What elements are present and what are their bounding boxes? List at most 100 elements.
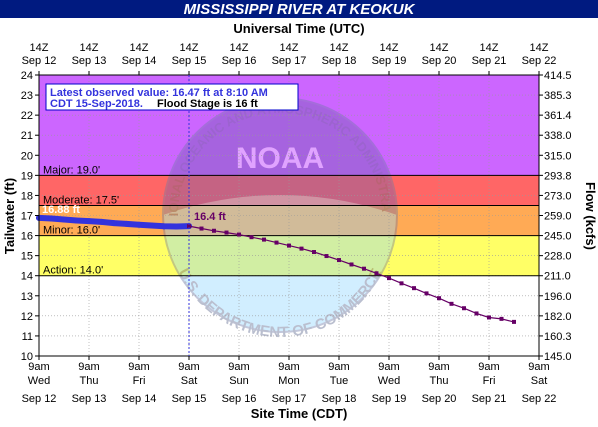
observed-point: [98, 218, 105, 225]
x-top-tick-label-time: 14Z: [530, 42, 549, 54]
x-tick-label-time: 9am: [478, 361, 499, 373]
y-right-tick-label: 414.5: [544, 70, 572, 82]
observed-point: [61, 216, 67, 223]
x-top-tick-label-date: Sep 17: [272, 55, 307, 67]
x-tick-label-date: Sep 12: [22, 393, 57, 405]
x-top-tick-label-time: 14Z: [280, 42, 299, 54]
x-tick-label-date: Sep 17: [272, 393, 307, 405]
x-tick-label-day: Mon: [278, 375, 299, 387]
y-right-tick-label: 160.3: [544, 331, 572, 343]
y-tick-label: 23: [21, 90, 33, 102]
x-top-tick-label-date: Sep 22: [522, 55, 557, 67]
observed-point: [173, 223, 180, 230]
y-right-tick-label: 273.0: [544, 190, 572, 202]
x-tick-label-date: Sep 20: [422, 393, 457, 405]
x-top-tick-label-date: Sep 14: [122, 55, 157, 67]
x-tick-label-day: Sun: [229, 375, 249, 387]
x-tick-label-day: Sat: [531, 375, 548, 387]
watermark-globe-lower: [163, 98, 397, 332]
flood-level-lines: Major: 19.0' Moderate: 17.5' Minor: 16.0' A…: [39, 164, 539, 277]
x-tick-label-time: 9am: [78, 361, 99, 373]
flood-stage-text: Flood Stage is 16 ft: [157, 98, 258, 110]
x-tick-label-day: Thu: [80, 375, 99, 387]
forecast-point: [487, 315, 491, 320]
x-top-tick-label-date: Sep 12: [22, 55, 57, 67]
x-tick-label-day: Sat: [181, 375, 198, 387]
y-tick-label: 15: [21, 251, 33, 263]
axes: 10 11 12 13 14 15 16 17 18 19 20 21 22 23 24 145.0 160.3…: [21, 42, 572, 405]
forecast-point: [412, 286, 416, 291]
x-top-tick-label-date: Sep 13: [72, 55, 107, 67]
y-right-tick-label: 361.4: [544, 110, 572, 122]
x-top-tick-label-date: Sep 21: [472, 55, 507, 67]
y-right-tick-label: 245.0: [544, 231, 572, 243]
flood-level-label: Action: 14.0': [43, 265, 103, 277]
y-right-tick-label: 315.0: [544, 150, 572, 162]
forecast-start-label: 16.4 ft: [194, 211, 226, 223]
y-tick-label: 17: [21, 211, 33, 223]
x-tick-label-date: Sep 22: [522, 393, 557, 405]
observed-point: [123, 220, 130, 227]
x-top-tick-label-time: 14Z: [180, 42, 199, 54]
x-tick-label-day: Fri: [133, 375, 146, 387]
x-tick-label-time: 9am: [528, 361, 549, 373]
x-tick-label-time: 9am: [378, 361, 399, 373]
forecast-point: [349, 262, 354, 267]
forecast-point: [337, 258, 341, 263]
y-right-tick-label: 293.8: [544, 170, 572, 182]
y-tick-label: 16: [21, 231, 33, 243]
watermark-center: NOAA: [236, 142, 324, 175]
forecast-point: [512, 319, 516, 324]
x-top-tick-label-time: 14Z: [480, 42, 499, 54]
forecast-point: [424, 291, 429, 296]
forecast-point: [462, 306, 466, 311]
latest-value-line1: Latest observed value: 16.47 ft at 8:10 …: [50, 87, 268, 99]
x-tick-label-date: Sep 14: [122, 393, 157, 405]
x-top-tick-label-time: 14Z: [130, 42, 149, 54]
flood-level-label: Minor: 16.0': [43, 225, 100, 237]
y-right-tick-label: 228.0: [544, 251, 572, 263]
chart-title: MISSISSIPPI RIVER AT KEOKUK: [184, 1, 416, 18]
x-tick-label-time: 9am: [178, 361, 199, 373]
y-axis-title: Tailwater (ft): [2, 178, 17, 254]
x-top-tick-label-date: Sep 19: [372, 55, 407, 67]
y-tick-label: 21: [21, 130, 33, 142]
x-top-tick-label-time: 14Z: [30, 42, 49, 54]
forecast-point: [324, 254, 329, 259]
observed-point: [111, 220, 117, 227]
forecast-point: [287, 243, 291, 248]
forecast-point: [224, 230, 229, 235]
latest-value-box-frame: [45, 83, 299, 111]
x-axis-title: Site Time (CDT): [251, 406, 348, 421]
y-tick-label: 13: [21, 291, 33, 303]
observed-point: [148, 222, 155, 229]
forecast-point: [299, 246, 304, 251]
x-top-tick-label-date: Sep 20: [422, 55, 457, 67]
forecast-point: [274, 240, 279, 245]
x-tick-label-day: Wed: [378, 375, 400, 387]
x-top-tick-label-time: 14Z: [230, 42, 249, 54]
x-tick-label-day: Tue: [330, 375, 349, 387]
x-top-tick-label-date: Sep 16: [222, 55, 257, 67]
x-top-tick-label-time: 14Z: [430, 42, 449, 54]
forecast-point: [212, 228, 216, 233]
y-right-tick-label: 338.0: [544, 130, 572, 142]
forecast-point: [262, 237, 266, 242]
forecast-point: [399, 281, 404, 286]
forecast-point: [237, 232, 241, 237]
x-top-tick-label-time: 14Z: [330, 42, 349, 54]
series-group: [36, 214, 516, 324]
y-tick-label: 19: [21, 170, 33, 182]
forecast-point: [387, 276, 391, 281]
x-tick-label-date: Sep 19: [372, 393, 407, 405]
y-right-tick-label: 196.0: [544, 291, 572, 303]
forecast-point: [437, 296, 441, 301]
x-tick-label-time: 9am: [128, 361, 149, 373]
x-tick-label-time: 9am: [428, 361, 449, 373]
forecast-point: [199, 226, 204, 231]
forecast-point: [449, 301, 454, 306]
y-right-tick-label: 385.3: [544, 90, 572, 102]
forecast-point: [374, 271, 379, 276]
flood-level-label: Major: 19.0': [43, 164, 100, 176]
